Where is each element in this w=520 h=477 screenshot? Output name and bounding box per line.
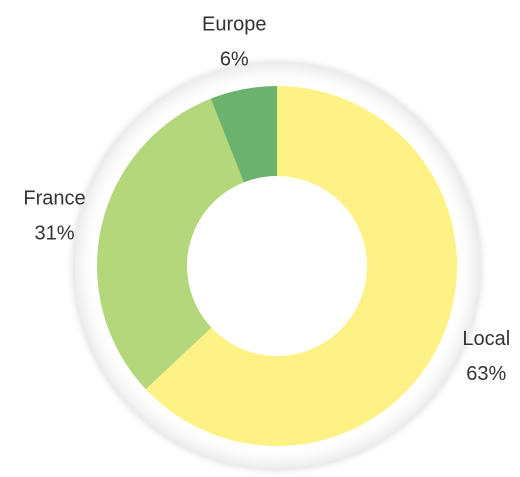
slice xyxy=(210,86,277,183)
slice-label: Europe xyxy=(202,13,267,35)
slice-value-label: 31% xyxy=(34,223,74,245)
slice-label: Local xyxy=(462,328,510,350)
slice-value-label: 6% xyxy=(220,48,249,70)
slice xyxy=(145,86,457,446)
slice xyxy=(96,98,244,390)
slice-value-label: 63% xyxy=(466,363,506,385)
slice-label: France xyxy=(23,188,85,210)
